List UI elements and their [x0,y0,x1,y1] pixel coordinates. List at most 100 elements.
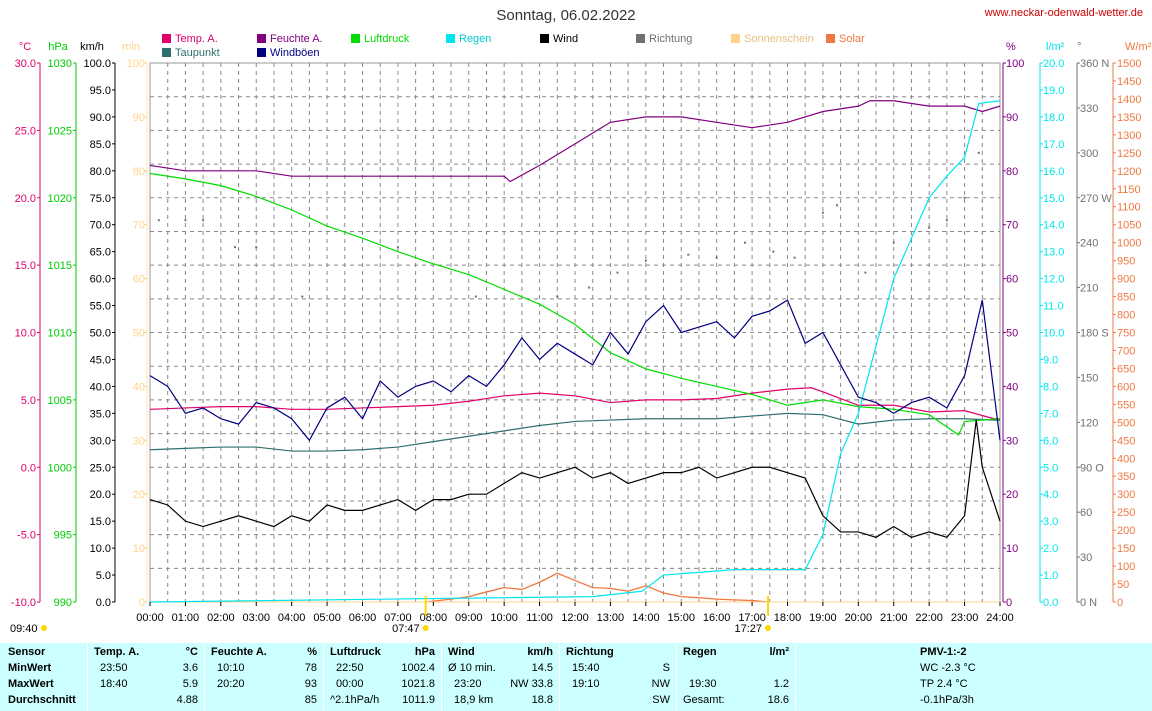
x-tick-label: 12:00 [561,612,589,624]
direction-point [255,246,258,249]
right-tick-label: 210 [1080,283,1098,295]
direction-point [836,204,839,207]
right-tick-label: 20.0 [1043,58,1064,70]
left-tick-label: 30.0 [90,435,111,447]
left-tick-label: 40.0 [90,381,111,393]
direction-point [588,286,591,289]
left-tick-label: 20.0 [15,193,36,205]
x-tick-label: 19:00 [809,612,837,624]
press-trend: ^2.1hPa/h [330,694,380,706]
left-tick-label: 30.0 [15,58,36,70]
x-tick-label: 21:00 [880,612,908,624]
direction-point [234,246,236,249]
right-tick-label: 1100 [1117,202,1141,214]
wind-row1-val: 14.5 [531,662,553,674]
left-tick-label: 90 [133,112,145,124]
left-axis-unit: km/h [80,41,104,53]
left-axis-unit: min [122,41,140,53]
left-tick-label: 990 [54,597,72,609]
right-tick-label: 18.0 [1043,112,1064,124]
right-tick-label: 11.0 [1043,301,1064,313]
left-tick-label: 1025 [48,125,72,137]
legend-label: Wind [553,33,578,45]
left-tick-label: 60 [133,274,145,286]
hum-max: 93 [304,678,317,690]
stats-table: Sensor MinWert MaxWert Durchschnitt Temp… [0,643,1152,711]
x-tick-label: 07:00 [384,612,412,624]
press-avg: 1011.9 [402,694,435,706]
dir-row2-val: NW [651,678,670,690]
right-tick-label: 30 [1080,552,1092,564]
series-line [149,412,1000,452]
right-axis-unit: % [1006,41,1016,53]
right-tick-label: 7.0 [1043,408,1058,420]
right-tick-label: 250 [1117,507,1135,519]
rain-row3-label: Gesamt: [683,694,725,706]
right-tick-label: 10 [1006,543,1018,555]
right-tick-label: 550 [1117,399,1135,411]
left-axis-unit: °C [19,41,31,53]
temp-head: Temp. A. [94,646,140,658]
left-tick-label: 10.0 [90,543,111,555]
right-axis-unit: W/m² [1125,41,1152,53]
left-tick-label: -10.0 [11,597,36,609]
press-head: Luftdruck [330,646,381,658]
left-tick-label: 60.0 [90,274,111,286]
direction-point [644,259,647,262]
left-tick-label: 65.0 [90,247,111,259]
right-tick-label: 17.0 [1043,139,1064,151]
direction-point [616,271,619,274]
series-line [149,387,1000,420]
pmv-head: PMV-1:-2 [920,646,967,658]
hum-unit: % [307,646,317,658]
legend-swatch [257,48,266,57]
col-hum: Feuchte A. % 10:10 78 20:20 93 85 [205,643,324,711]
label-avg: Durchschnitt [8,694,76,706]
temp-avg: 4.88 [176,694,198,706]
left-tick-label: 55.0 [90,301,111,313]
right-tick-label: 80 [1006,166,1018,178]
left-tick-label: 70 [133,220,145,232]
right-tick-label: 4.0 [1043,489,1058,501]
right-tick-label: 150 [1080,372,1098,384]
right-tick-label: 19.0 [1043,85,1064,97]
right-tick-label: 3.0 [1043,516,1058,528]
legend-label: Regen [459,33,491,45]
right-tick-label: 1150 [1117,184,1141,196]
right-tick-label: 300 [1080,148,1098,160]
left-axis-unit: hPa [48,41,68,53]
right-tick-label: 360 N [1080,58,1109,70]
rain-row2-val: 1.2 [773,678,789,690]
press-max-time: 00:00 [336,678,364,690]
right-tick-label: 120 [1080,417,1098,429]
hum-min: 78 [304,662,317,674]
legend-swatch [826,34,835,43]
right-tick-label: 100 [1117,561,1135,573]
source-link[interactable]: www.neckar-odenwald-wetter.de [984,7,1143,19]
right-tick-label: 1250 [1117,148,1141,160]
legend-label: Windböen [270,47,320,59]
right-tick-label: 100 [1006,58,1024,70]
direction-point [687,253,690,256]
right-tick-label: 1450 [1117,76,1141,88]
x-tick-label: 17:00 [738,612,766,624]
sun-icon [422,625,429,631]
right-tick-label: 0 N [1080,597,1097,609]
weather-chart: Sonntag, 06.02.2022 www.neckar-odenwald-… [10,7,1152,635]
direction-point [821,211,824,214]
press-max: 1021.8 [401,678,435,690]
right-tick-label: 40 [1006,381,1018,393]
right-tick-label: 60 [1006,274,1018,286]
wind-head: Wind [448,646,475,658]
left-tick-label: 25.0 [90,462,111,474]
x-tick-label: 05:00 [313,612,341,624]
legend-label: Luftdruck [364,33,410,45]
left-tick-label: 10 [133,543,145,555]
right-tick-label: 1.0 [1043,570,1058,582]
legend-swatch [351,34,360,43]
series-line [149,299,1001,442]
col-temp: Temp. A. °C 23:50 3.6 18:40 5.9 4.88 [88,643,205,711]
left-tick-label: 1000 [48,462,72,474]
legend-swatch [731,34,740,43]
right-tick-label: 14.0 [1043,220,1064,232]
